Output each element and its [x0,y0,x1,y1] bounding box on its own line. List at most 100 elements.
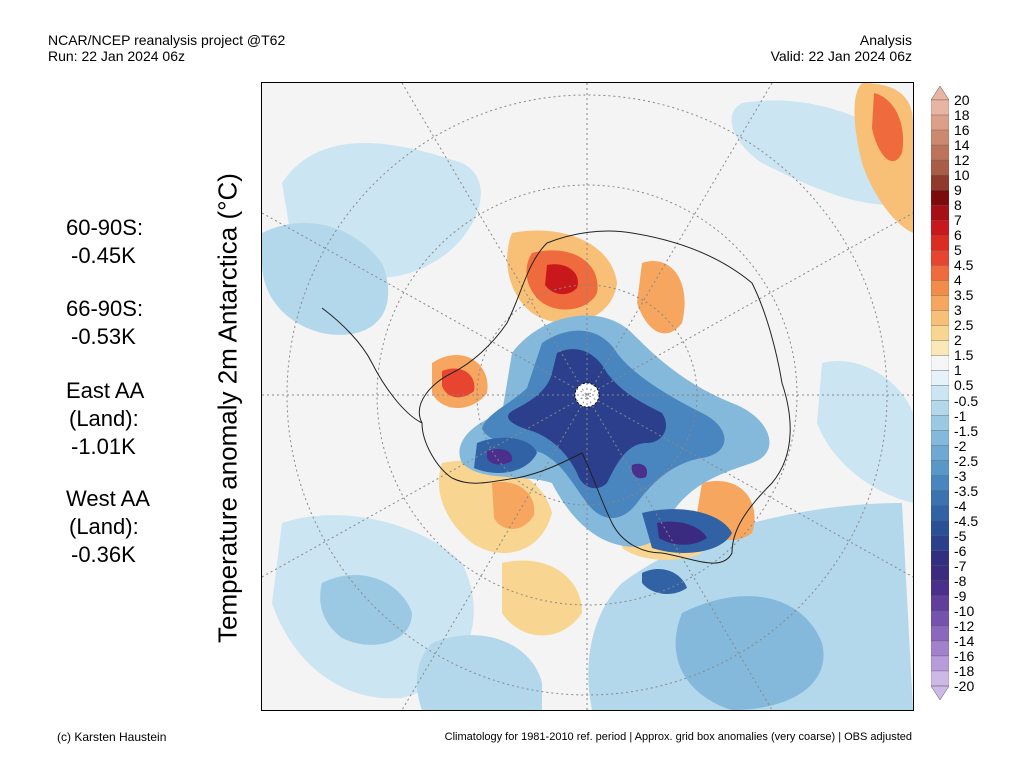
legend-swatch [931,445,949,461]
legend-label: -6 [954,542,967,559]
legend-swatch [931,235,949,251]
legend-label: 4 [954,272,962,289]
legend-label: 20 [954,92,970,108]
copyright-note: (c) Karsten Haustein [57,730,167,744]
legend-label: 14 [954,137,970,154]
legend-label: -3.5 [954,482,979,499]
legend-label: -5 [954,527,967,544]
legend-label: 1.5 [954,347,974,364]
legend-label: 2.5 [954,317,974,334]
map-header-left: NCAR/NCEP reanalysis project @T62 Run: 2… [48,32,285,64]
stat-value: -1.01K [71,434,136,459]
stat-west-aa: West AA (Land): -0.36K [66,485,150,569]
legend-swatch [931,220,949,236]
legend-swatch [931,670,949,687]
legend-label: 18 [954,107,970,124]
legend-labels: 20 18 16 14 12 10 9 8 7 6 5 4.5 4 3.5 3 2.5 2 1.5 1 0.5 -0.5… [954,86,1014,700]
legend-swatch [931,565,949,581]
anomaly-region [442,368,475,398]
legend-label: -12 [954,617,975,634]
legend-label: -3 [954,467,967,484]
legend-swatch [931,505,949,521]
stat-value: -0.53K [71,324,136,349]
legend-label: 8 [954,197,962,214]
legend-swatch [931,144,949,161]
legend-swatch [931,99,949,116]
legend-swatch [931,640,949,657]
analysis-label: Analysis [859,32,912,48]
legend-swatch [931,310,949,326]
legend-label: -0.5 [954,392,979,409]
legend-swatch [931,490,949,506]
legend-swatch [931,520,949,536]
stat-label: West AA [66,486,150,511]
anomaly-region [320,574,412,645]
legend-swatch [931,610,949,627]
anomaly-map [261,82,914,711]
anomaly-region [675,596,824,710]
legend-label: -16 [954,647,975,664]
legend-swatch [931,625,949,642]
legend-label: -20 [954,678,975,694]
legend-swatch [931,475,949,491]
valid-time: Valid: 22 Jan 2024 06z [770,48,912,64]
anomaly-region [416,635,542,710]
color-legend [931,86,949,700]
map-header-right: Analysis Valid: 22 Jan 2024 06z [771,32,912,64]
model-title: NCAR/NCEP reanalysis project @T62 [48,32,286,48]
legend-swatch [931,265,949,281]
legend-swatch [931,159,949,176]
anomaly-region [642,568,687,595]
legend-label: -18 [954,662,975,679]
legend-swatch [931,430,949,446]
legend-label: 12 [954,152,970,169]
legend-swatch [931,205,949,221]
legend-label: 16 [954,122,970,139]
legend-swatch [931,655,949,672]
legend-label: 1 [954,362,962,379]
legend-swatch [931,114,949,131]
anomaly-region [631,463,648,479]
stat-60-90s: 60-90S: -0.45K [66,214,143,270]
anomaly-region [262,223,389,335]
legend-label: -8 [954,572,967,589]
legend-top-arrow [931,86,949,101]
legend-label: 3.5 [954,287,974,304]
legend-swatch [931,129,949,146]
run-time: Run: 22 Jan 2024 06z [48,48,185,64]
legend-swatch [931,580,949,596]
legend-swatch [931,295,949,311]
legend-swatch [931,595,949,612]
stat-label: 60-90S: [66,215,144,240]
legend-swatch [931,340,949,356]
legend-swatch [931,550,949,566]
legend-label: 2 [954,332,962,349]
legend-label: 10 [954,167,970,184]
legend-label: 3 [954,302,962,319]
legend-swatch [931,460,949,476]
legend-swatch [931,250,949,266]
stat-east-aa: East AA (Land): -1.01K [66,377,144,461]
legend-label: -4 [954,497,967,514]
legend-swatch [931,415,949,431]
legend-swatch [931,385,949,401]
stat-value: -0.36K [71,542,136,567]
legend-label: 6 [954,227,962,244]
legend-label: 9 [954,182,962,199]
legend-label: 4.5 [954,257,974,274]
legend-label: 5 [954,242,962,259]
legend-label: -1.5 [954,422,979,439]
legend-label: -2 [954,437,967,454]
antarctica-coastline [418,230,791,564]
legend-label: -9 [954,587,967,604]
legend-swatch [931,190,949,206]
legend-label: 0.5 [954,377,974,394]
anomaly-region [817,361,913,503]
anomaly-region [502,560,582,636]
anomaly-region [487,449,513,465]
legend-swatch [931,355,949,371]
legend-label: 7 [954,212,962,229]
peninsula-coastline [321,307,423,424]
stat-label: 66-90S: [66,296,144,321]
graticule [262,83,913,710]
